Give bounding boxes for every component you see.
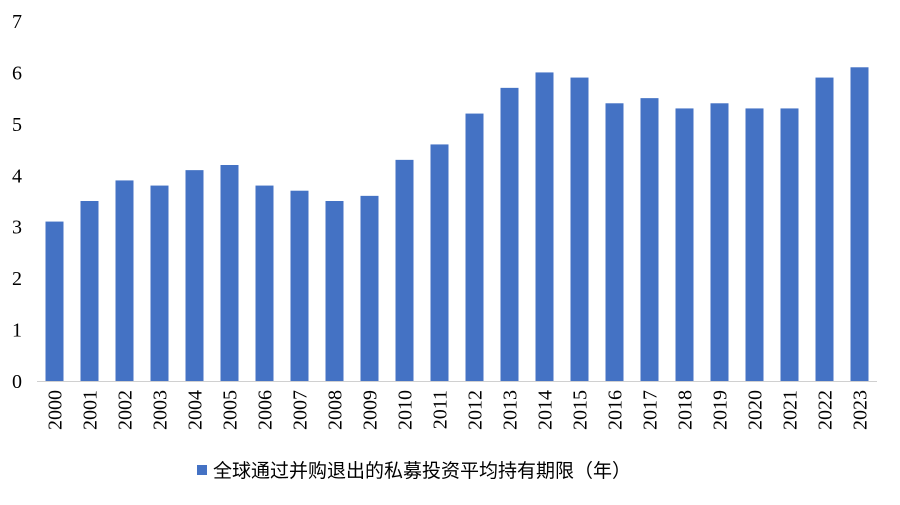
x-tick-label: 2019 — [710, 390, 732, 430]
x-tick-label: 2020 — [745, 390, 767, 430]
x-tick-label: 2004 — [185, 390, 207, 430]
bar-2017 — [640, 98, 659, 381]
y-tick-label: 3 — [12, 217, 22, 239]
x-tick-label: 2001 — [80, 390, 102, 430]
bar-2021 — [780, 108, 799, 382]
bars-group — [45, 67, 869, 382]
x-tick-label: 2016 — [605, 390, 627, 430]
legend-label: 全球通过并购退出的私募投资平均持有期限（年） — [213, 460, 631, 482]
bar-2023 — [850, 67, 869, 381]
y-tick-label: 0 — [12, 371, 22, 393]
bar-2009 — [360, 195, 379, 381]
y-tick-label: 4 — [12, 165, 22, 187]
bar-2001 — [80, 201, 99, 381]
x-tick-label: 2003 — [150, 390, 172, 430]
x-tick-label: 2017 — [640, 390, 662, 430]
x-tick-label: 2006 — [255, 390, 277, 430]
x-tick-label: 2005 — [220, 390, 242, 430]
x-tick-label: 2013 — [500, 390, 522, 430]
bar-2000 — [45, 221, 64, 381]
x-axis: 2000 2001 2002 2003 2004 2005 2006 2007 2008 2009… — [45, 390, 872, 430]
x-tick-label: 2022 — [815, 390, 837, 430]
bar-2003 — [150, 185, 169, 381]
x-tick-label: 2010 — [395, 390, 417, 430]
bar-2022 — [815, 77, 834, 381]
bar-2020 — [745, 108, 764, 382]
x-tick-label: 2012 — [465, 390, 487, 430]
x-tick-label: 2011 — [430, 390, 452, 429]
bar-2018 — [675, 108, 694, 382]
bar-2006 — [255, 185, 274, 381]
x-tick-label: 2021 — [780, 390, 802, 430]
y-tick-label: 5 — [12, 114, 22, 136]
y-tick-label: 6 — [12, 62, 22, 84]
bar-2011 — [430, 144, 449, 381]
y-tick-label: 7 — [12, 11, 22, 33]
bar-2016 — [605, 103, 624, 381]
x-tick-label: 2018 — [675, 390, 697, 430]
bar-2008 — [325, 201, 344, 381]
bar-2019 — [710, 103, 729, 381]
x-tick-label: 2000 — [45, 390, 67, 430]
x-tick-label: 2023 — [850, 390, 872, 430]
bar-2015 — [570, 77, 589, 381]
y-tick-label: 2 — [12, 268, 22, 290]
x-tick-label: 2009 — [360, 390, 382, 430]
bar-2002 — [115, 180, 134, 381]
x-tick-label: 2007 — [290, 390, 312, 430]
x-tick-label: 2008 — [325, 390, 347, 430]
x-tick-label: 2002 — [115, 390, 137, 430]
bar-2012 — [465, 113, 484, 381]
bar-2010 — [395, 159, 414, 381]
legend: 全球通过并购退出的私募投资平均持有期限（年） — [197, 460, 631, 482]
bar-2013 — [500, 87, 519, 382]
x-tick-label: 2014 — [535, 390, 557, 430]
bar-2014 — [535, 72, 554, 382]
y-tick-label: 1 — [12, 320, 22, 342]
x-tick-label: 2015 — [570, 390, 592, 430]
bar-2005 — [220, 165, 239, 381]
bar-2007 — [290, 190, 309, 381]
legend-swatch — [197, 465, 207, 475]
y-axis: 0 1 2 3 4 5 6 7 — [12, 11, 22, 393]
bar-2004 — [185, 170, 204, 381]
